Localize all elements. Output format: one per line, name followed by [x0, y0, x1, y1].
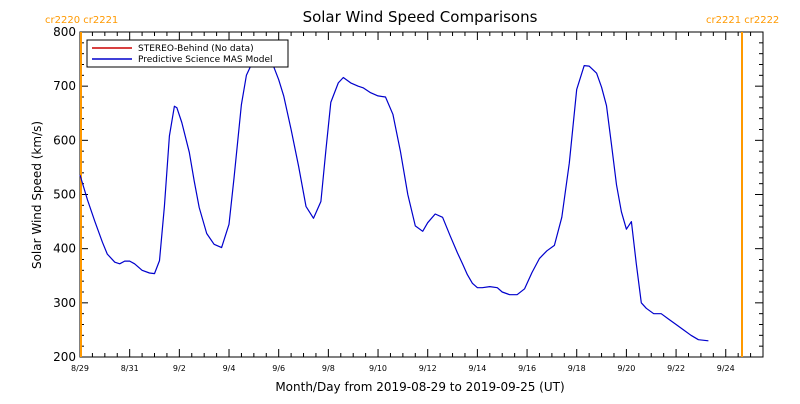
y-tick-label: 600 — [53, 133, 76, 147]
y-axis-label: Solar Wind Speed (km/s) — [30, 121, 44, 269]
chart-title: Solar Wind Speed Comparisons — [303, 8, 538, 26]
x-tick-label: 9/16 — [518, 364, 536, 373]
x-axis-label: Month/Day from 2019-08-29 to 2019-09-25 … — [275, 380, 564, 394]
y-tick-label: 500 — [53, 188, 76, 202]
y-tick-label: 800 — [53, 25, 76, 39]
x-tick-label: 9/18 — [568, 364, 586, 373]
x-tick-label: 9/4 — [223, 364, 236, 373]
carrington-label-right: cr2221 cr2222 — [706, 15, 779, 26]
x-tick-label: 9/2 — [173, 364, 186, 373]
y-axis: 200 300 400 500 600 700 800 — [53, 25, 763, 364]
legend-label-stereo: STEREO-Behind (No data) — [138, 44, 254, 54]
legend-label-mas-model: Predictive Science MAS Model — [138, 55, 273, 65]
legend-box — [86, 39, 289, 68]
carrington-label-left: cr2220 cr2221 — [45, 15, 118, 26]
x-tick-label: 9/6 — [272, 364, 285, 373]
x-tick-label: 9/24 — [717, 364, 735, 373]
x-axis: 8/29 8/31 9/2 9/4 9/6 9/8 9/10 9/12 9/14 9/16 9/18… — [71, 32, 752, 373]
y-tick-label: 200 — [53, 350, 76, 364]
y-tick-label: 400 — [53, 242, 76, 256]
x-tick-label: 9/14 — [468, 364, 486, 373]
legend: STEREO-Behind (No data) Predictive Scien… — [86, 39, 289, 68]
plot-area-frame — [79, 31, 764, 358]
x-tick-label: 9/20 — [617, 364, 635, 373]
y-tick-label: 300 — [53, 296, 76, 310]
y-tick-label: 700 — [53, 79, 76, 93]
series-line-1 — [79, 57, 709, 342]
x-tick-label: 8/29 — [71, 364, 89, 373]
x-tick-label: 9/22 — [667, 364, 685, 373]
series-layer — [79, 57, 709, 342]
x-tick-label: 8/31 — [121, 364, 139, 373]
x-tick-label: 9/8 — [322, 364, 335, 373]
x-tick-label: 9/12 — [419, 364, 437, 373]
x-tick-label: 9/10 — [369, 364, 387, 373]
